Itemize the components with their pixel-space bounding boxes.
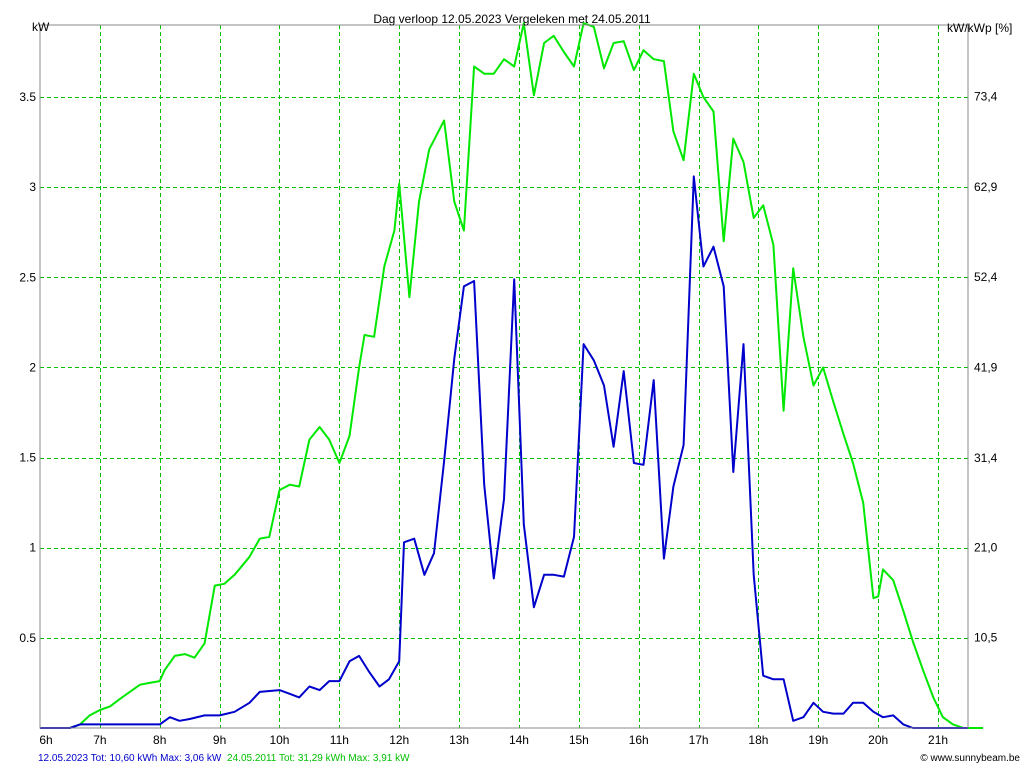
x-tick-label: 10h	[269, 733, 289, 747]
x-tick-label: 9h	[213, 733, 226, 747]
y-tick-label-right: 52,4	[974, 270, 998, 284]
x-tick-label: 20h	[868, 733, 888, 747]
y-tick-label-right: 73,4	[974, 89, 998, 103]
x-tick-label: 12h	[389, 733, 409, 747]
y-tick-label-left: 2.5	[19, 270, 36, 284]
y-tick-label-right: 62,9	[974, 180, 998, 194]
x-tick-label: 6h	[39, 733, 52, 747]
y-axis-label-left: kW	[32, 20, 50, 34]
x-tick-label: 18h	[748, 733, 768, 747]
y-tick-label-left: 3.5	[19, 90, 36, 104]
y-tick-label-left: 1.5	[19, 451, 36, 465]
y-axis-label-right: kW/kWp [%]	[947, 21, 1012, 35]
x-tick-label: 11h	[330, 733, 349, 747]
x-tick-label: 17h	[689, 733, 709, 747]
y-tick-label-left: 3	[29, 180, 36, 194]
x-tick-label: 15h	[569, 733, 589, 747]
series-line-2	[40, 22, 983, 729]
series-layer	[40, 22, 983, 729]
chart-title: Dag verloop 12.05.2023 Vergeleken met 24…	[373, 12, 651, 26]
ticks: 6h 7h 8h 9h 10h 11h 12h 13h 14h 15h 16h 17h 18h 19h 20…	[19, 89, 997, 747]
y-tick-label-left: 1	[29, 541, 36, 555]
x-tick-label: 21h	[928, 733, 948, 747]
y-tick-label-left: 0.5	[19, 631, 36, 645]
x-tick-label: 19h	[808, 733, 828, 747]
y-tick-label-right: 10,5	[974, 631, 998, 645]
legend-series-1: 12.05.2023 Tot: 10,60 kWh Max: 3,06 kW	[38, 753, 222, 764]
x-tick-label: 16h	[629, 733, 649, 747]
x-tick-label: 7h	[93, 733, 106, 747]
y-tick-label-right: 21,0	[974, 540, 998, 554]
y-tick-label-left: 2	[29, 360, 36, 374]
series-line-1	[40, 175, 968, 729]
plot-frame	[39, 24, 969, 729]
y-tick-label-right: 31,4	[974, 451, 998, 465]
legend-series-2: 24.05.2011 Tot: 31,29 kWh Max: 3,91 kW	[227, 753, 410, 764]
legend-line: 12.05.2023 Tot: 10,60 kWh Max: 3,06 kW 2…	[38, 753, 410, 764]
x-tick-label: 14h	[509, 733, 529, 747]
credit-text: © www.sunnybeam.be	[920, 753, 1020, 764]
y-tick-label-right: 41,9	[974, 360, 998, 374]
x-tick-label: 8h	[153, 733, 166, 747]
x-tick-label: 13h	[449, 733, 469, 747]
